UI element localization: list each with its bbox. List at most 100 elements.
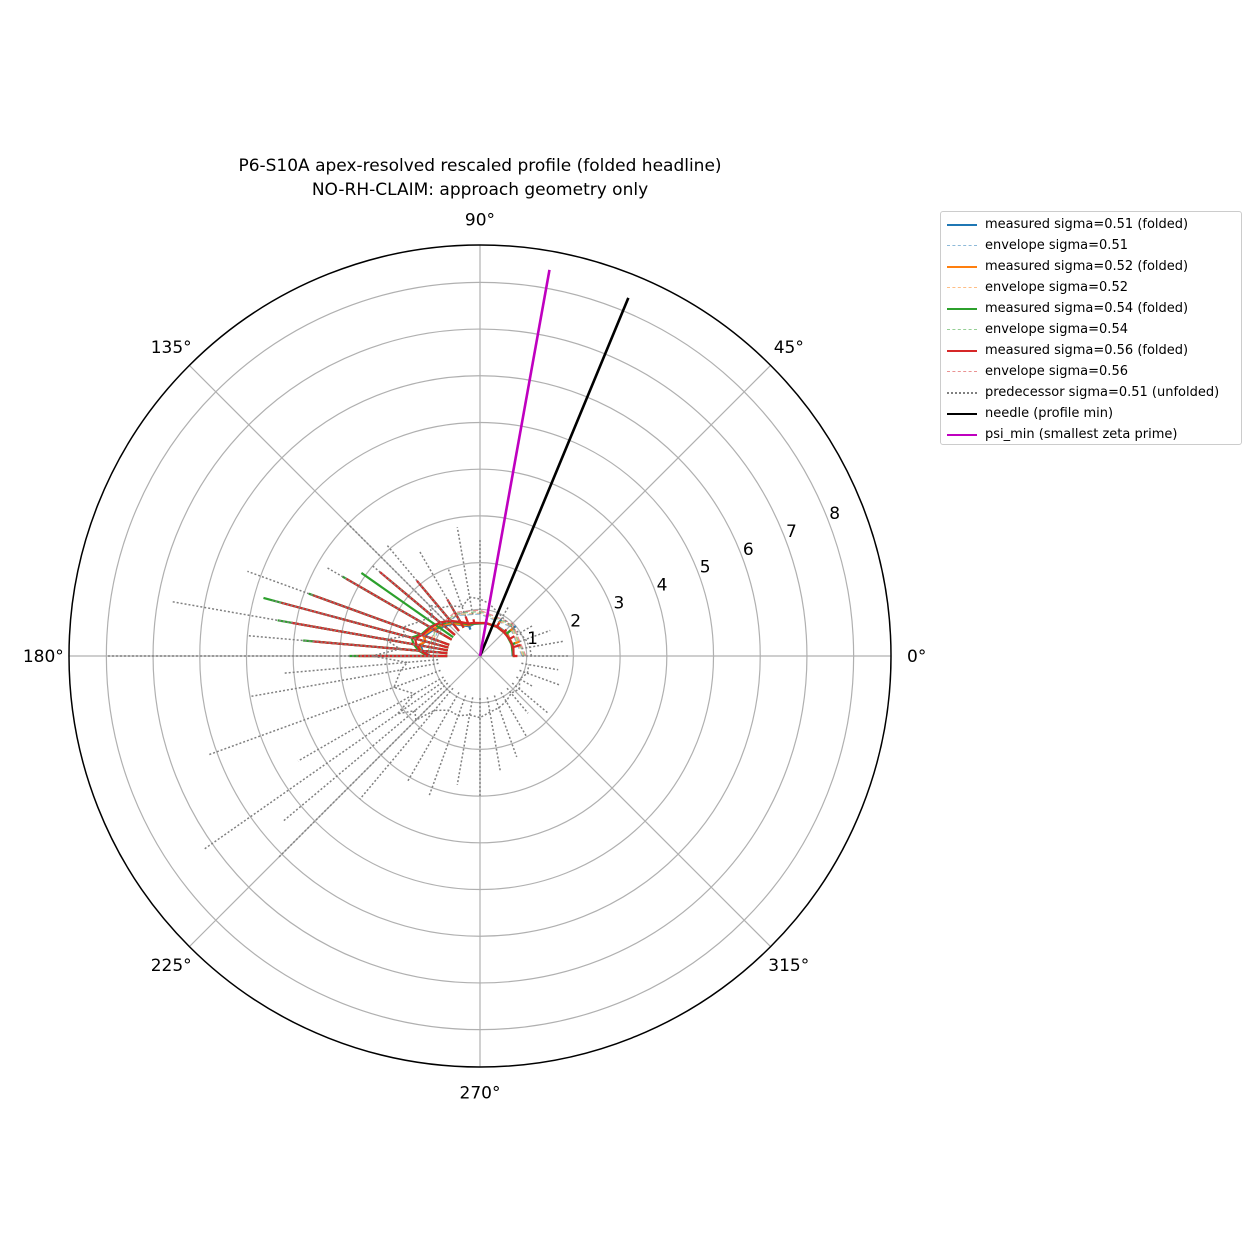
legend-swatch [947,346,977,356]
series-point [511,682,549,714]
series-point [521,640,563,650]
legend-label: envelope sigma=0.54 [985,322,1128,337]
chart-title: P6-S10A apex-resolved rescaled profile (… [238,156,722,176]
series-point [372,565,449,630]
series-line [427,613,523,657]
radial-tick-label: 4 [657,576,668,596]
series-point [511,625,517,630]
legend-entry: measured sigma=0.56 (folded) [947,340,1241,361]
angle-tick-label: 180° [23,647,64,667]
legend-swatch [947,241,977,251]
legend-entry: envelope sigma=0.52 [947,277,1241,298]
series-line [413,619,515,657]
series-point [171,600,439,650]
angle-tick-label: 270° [460,1084,501,1104]
angle-tick-label: 0° [907,647,926,667]
data-layer [106,269,630,858]
series-3 [427,612,524,657]
radial-tick-label: 7 [786,522,797,542]
legend-swatch [947,304,977,314]
angle-gridline [188,364,481,657]
series-line [425,610,526,657]
radial-tick-label: 6 [743,540,754,560]
legend-label: psi_min (smallest zeta prime) [985,427,1178,442]
series-point [278,685,451,858]
series-point [519,629,551,643]
series-1 [427,613,523,657]
tick-labels: 0° 45° 90° 135° 180° 225° 270° 315° 1 2 3 4 5 6 7 8 [23,210,927,1103]
radius-gridline [105,281,855,1031]
legend-entry: envelope sigma=0.54 [947,319,1241,340]
series-point [519,669,560,686]
legend-entry: envelope sigma=0.51 [947,235,1241,256]
legend: measured sigma=0.51 (folded) envelope sig… [940,211,1242,445]
legend-swatch [947,325,977,335]
series-line [478,297,630,657]
series-9 [478,297,630,657]
series-8 [106,520,569,858]
legend-label: measured sigma=0.54 (folded) [985,301,1189,316]
series-point [207,669,441,756]
polar-spine [68,244,892,1068]
series-point [312,594,450,646]
angle-tick-label: 90° [465,210,495,230]
angle-tick-label: 45° [774,338,804,358]
legend-entry: envelope sigma=0.56 [947,361,1241,382]
legend-swatch [947,367,977,377]
series-point [325,566,444,636]
legend-entry: measured sigma=0.54 (folded) [947,298,1241,319]
chart-subtitle: NO-RH-CLAIM: approach geometry only [311,180,649,200]
legend-swatch [947,409,977,419]
series-point [344,520,451,627]
series-point [272,599,440,646]
series-7 [424,609,527,657]
legend-label: predecessor sigma=0.51 (unfolded) [985,385,1220,400]
legend-entry: measured sigma=0.51 (folded) [947,214,1241,235]
radius-gridline [245,421,715,891]
series-point [359,687,454,800]
series-point [516,676,533,688]
series-line [427,612,524,657]
legend-entry: predecessor sigma=0.51 (unfolded) [947,382,1241,403]
series-point [456,527,474,615]
legend-label: envelope sigma=0.56 [985,364,1128,379]
angle-gridline [479,655,772,948]
series-point [386,544,454,625]
legend-entry: needle (profile min) [947,403,1241,424]
legend-label: measured sigma=0.52 (folded) [985,259,1189,274]
series-5 [425,610,526,657]
series-point [516,624,533,636]
legend-label: envelope sigma=0.51 [985,238,1128,253]
series-point [204,679,446,850]
series-point [418,550,460,620]
legend-label: needle (profile min) [985,406,1114,421]
series-point [506,687,529,714]
radial-tick-label: 1 [527,629,538,649]
series-line [371,596,533,722]
angle-tick-label: 315° [768,956,809,976]
series-point [486,697,502,772]
angle-tick-label: 225° [151,956,192,976]
series-point [282,682,449,822]
series-point [360,572,454,639]
series-10 [478,269,551,657]
radial-tick-label: 2 [570,611,581,631]
series-point [406,692,460,782]
series-point [428,695,467,797]
series-point [284,658,439,674]
series-point [447,567,467,617]
series-point [297,676,444,762]
legend-swatch [947,283,977,293]
legend-swatch [947,388,977,398]
legend-label: measured sigma=0.51 (folded) [985,217,1189,232]
legend-swatch [947,430,977,440]
radial-tick-label: 8 [829,504,840,524]
radial-tick-label: 3 [613,593,624,613]
legend-label: envelope sigma=0.52 [985,280,1128,295]
series-point [493,695,518,758]
radius-gridline [339,515,621,797]
series-line [478,269,551,657]
legend-label: measured sigma=0.56 (folded) [985,343,1189,358]
angle-tick-label: 135° [151,338,192,358]
